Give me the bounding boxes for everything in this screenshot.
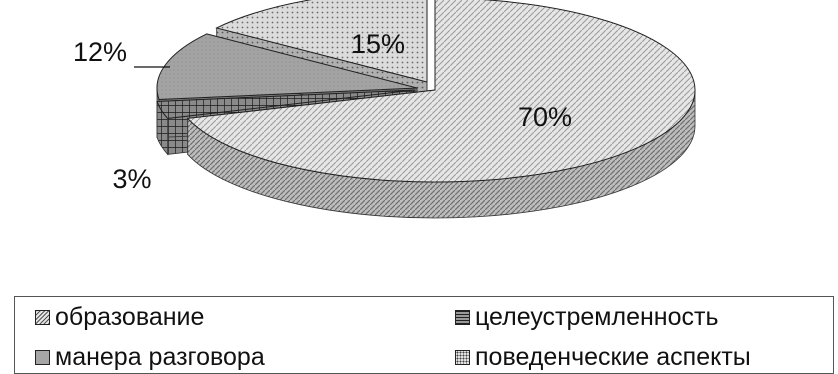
legend-swatch (455, 310, 470, 325)
data-label-manera-razgovora: 12% (73, 37, 127, 67)
legend-label: целеустремленность (475, 303, 719, 331)
data-label-obrazovanie: 70% (518, 102, 572, 132)
legend: образование целеустремленность манера разг… (14, 296, 834, 374)
legend-item-povedencheskie-aspekty: поведенческие аспекты (455, 345, 751, 370)
data-label-povedencheskie-aspekty: 15% (351, 29, 405, 59)
legend-label: образование (55, 303, 205, 331)
legend-swatch (35, 310, 50, 325)
legend-swatch (35, 350, 50, 365)
slice-povedencheskie-aspekty (215, 0, 428, 83)
legend-item-obrazovanie: образование (35, 305, 204, 330)
slice-manera-razgovora (156, 33, 418, 101)
legend-label: поведенческие аспекты (475, 343, 751, 371)
slice-tseleustremlennost (156, 89, 416, 119)
pie-data-labels: 70% 3% 12% 15% (73, 29, 572, 194)
legend-label: манера разговора (55, 343, 265, 371)
pie-chart: 70% 3% 12% 15% (73, 0, 696, 219)
pie-slices (156, 0, 696, 219)
legend-item-tseleustremlennost: целеустремленность (455, 305, 718, 330)
pie-chart-area: 70% 3% 12% 15% (73, 0, 696, 219)
data-label-tseleustremlennost: 3% (112, 164, 151, 194)
slice-obrazovanie (186, 0, 696, 183)
legend-swatch (455, 350, 470, 365)
legend-item-manera-razgovora: манера разговора (35, 345, 265, 370)
